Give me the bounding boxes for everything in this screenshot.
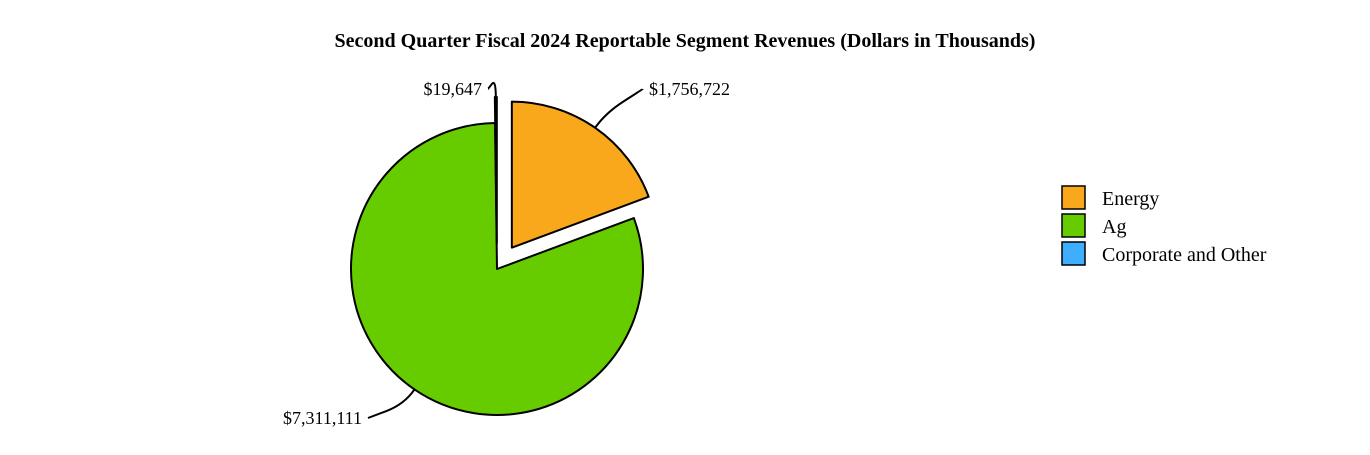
pie-slice-corporate-and-other — [493, 96, 498, 245]
legend-swatch-energy — [1061, 185, 1086, 210]
legend: Energy Ag Corporate and Other — [1061, 185, 1267, 266]
pie-data-labels: $1,756,722 $7,311,111 $19,647 — [283, 79, 730, 428]
legend-swatch-corporate-and-other — [1061, 241, 1086, 266]
data-label-corporate-and-other: $19,647 — [424, 79, 483, 99]
leader-line-ag — [367, 388, 416, 419]
pie-slice-ag — [350, 122, 644, 416]
pie-slices — [350, 96, 650, 416]
leader-line-energy — [594, 88, 644, 129]
data-label-energy: $1,756,722 — [649, 79, 730, 99]
legend-label-energy: Energy — [1102, 188, 1159, 210]
legend-label-corporate-and-other: Corporate and Other — [1102, 244, 1267, 266]
legend-label-ag: Ag — [1102, 216, 1126, 238]
chart-title: Second Quarter Fiscal 2024 Reportable Se… — [335, 30, 1036, 52]
data-label-ag: $7,311,111 — [283, 408, 362, 428]
leader-line-corporate-and-other — [487, 81, 497, 98]
legend-swatch-ag — [1061, 213, 1086, 238]
